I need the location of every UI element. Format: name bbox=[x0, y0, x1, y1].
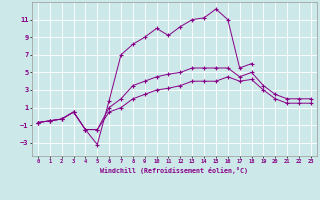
X-axis label: Windchill (Refroidissement éolien,°C): Windchill (Refroidissement éolien,°C) bbox=[100, 167, 248, 174]
